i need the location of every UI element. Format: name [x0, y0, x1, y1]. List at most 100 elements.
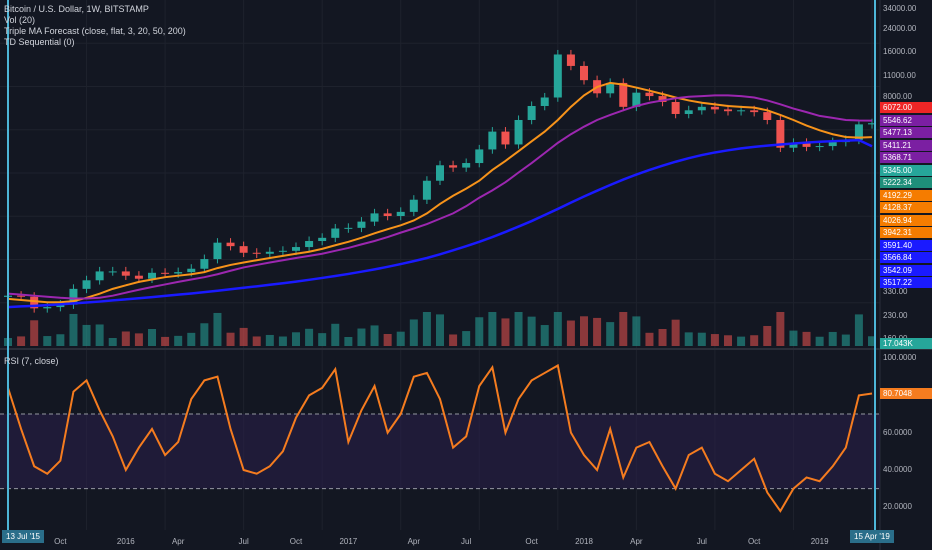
time-tick-label: Apr — [407, 537, 421, 546]
volume-bar — [553, 312, 562, 346]
volume-bar — [265, 334, 274, 346]
volume-bar — [396, 331, 405, 346]
candle-body — [187, 268, 196, 273]
volume-bar — [200, 323, 209, 346]
volume-bar — [488, 312, 497, 346]
volume-bar — [82, 324, 91, 346]
volume-bar — [566, 320, 575, 346]
volume-bar — [606, 322, 615, 346]
candle-body — [501, 131, 510, 145]
candle-body — [82, 280, 91, 289]
price-tick-label: 34000.00 — [883, 4, 917, 13]
ma-200-line — [7, 138, 873, 309]
candle-body — [475, 149, 484, 164]
time-tick-label: 2016 — [116, 537, 135, 546]
candle-body — [108, 271, 117, 273]
candle-body — [566, 54, 575, 66]
crosshair-cursor — [7, 0, 876, 530]
candle-body — [396, 211, 405, 217]
volume-bar — [161, 336, 170, 346]
volume-bar — [710, 334, 719, 346]
volume-bar — [357, 328, 366, 346]
candle-body — [710, 106, 719, 110]
price-value-badge: 5546.62 — [880, 114, 932, 126]
candle-body — [632, 92, 641, 107]
candle-body — [148, 272, 156, 279]
volume-bar — [619, 312, 628, 346]
volume-bar — [252, 336, 261, 346]
volume-bar — [868, 336, 876, 346]
candle-body — [161, 272, 170, 274]
price-tick-label: 24000.00 — [883, 24, 917, 33]
volume-bar — [134, 333, 143, 346]
volume-bar — [540, 325, 549, 346]
triple-ma-legend[interactable]: Triple MA Forecast (close, flat, 3, 20, … — [4, 26, 186, 36]
candle-body — [449, 165, 458, 168]
volume-bar — [305, 328, 314, 346]
volume-bar — [226, 332, 235, 346]
price-value-badge: 4192.29 — [880, 189, 932, 201]
candle-body — [580, 65, 588, 81]
rsi-pane — [0, 363, 880, 513]
price-value-badge: 17.043K — [880, 338, 932, 349]
volume-bar — [462, 331, 471, 346]
volume-bar — [436, 314, 444, 346]
volume-bar — [292, 332, 300, 346]
price-value-badge: 4026.94 — [880, 214, 932, 226]
volume-bar — [318, 333, 327, 346]
volume-bar — [121, 331, 130, 346]
volume-bar — [514, 312, 523, 346]
volume-bar — [108, 338, 117, 346]
candle-body — [357, 221, 366, 228]
volume-bar — [854, 314, 863, 346]
time-tick-label: Jul — [461, 537, 472, 546]
volume-bar — [449, 334, 458, 346]
candle-body — [200, 259, 209, 269]
rsi-legend[interactable]: RSI (7, close) — [4, 356, 59, 366]
candle-body — [815, 146, 824, 148]
price-tick-label: 330.00 — [883, 287, 908, 296]
candle-body — [776, 119, 785, 148]
candle-body — [684, 110, 693, 114]
price-value-badge: 3566.84 — [880, 252, 932, 263]
candle-body — [671, 101, 680, 114]
price-value-badge: 4128.37 — [880, 202, 932, 213]
candle-body — [763, 112, 772, 120]
candle-body — [56, 304, 65, 308]
time-tick-label: Apr — [630, 537, 643, 546]
end-date-badge: 15 Apr '19 — [850, 530, 894, 543]
candle-body — [737, 110, 746, 112]
price-value-badge: 5345.00 — [880, 164, 932, 176]
rsi-tick-label: 60.0000 — [883, 427, 912, 437]
volume-bar — [671, 319, 680, 346]
volume-bar — [684, 332, 693, 346]
volume-bar — [17, 336, 26, 346]
time-tick-label: Apr — [171, 537, 185, 546]
candle-body — [802, 142, 811, 147]
candle-body — [278, 250, 287, 252]
volume-legend[interactable]: Vol (20) — [4, 15, 36, 25]
candle-body — [436, 165, 444, 181]
volume-bar — [593, 317, 602, 346]
price-tick-label: 230.00 — [883, 311, 908, 320]
symbol-title[interactable]: Bitcoin / U.S. Dollar, 1W, BITSTAMP — [4, 4, 149, 14]
candle-body — [606, 82, 615, 94]
volume-bar — [501, 318, 510, 346]
time-tick-label: Jul — [238, 537, 249, 546]
candle-body — [370, 213, 379, 222]
td-sequential-legend[interactable]: TD Sequential (0) — [4, 37, 75, 47]
time-tick-label: 2019 — [810, 537, 829, 546]
candle-body — [252, 252, 261, 254]
candle-body — [553, 54, 562, 98]
volume-bar — [841, 334, 850, 346]
volume-bar — [43, 336, 52, 346]
candle-body — [292, 247, 300, 251]
ma-50-line — [7, 94, 873, 300]
candle-body — [30, 296, 39, 309]
price-tick-label: 11000.00 — [883, 71, 916, 80]
rsi-value-badge: 80.7048 — [880, 388, 932, 400]
candle-body — [121, 271, 130, 276]
volume-bar — [737, 336, 746, 346]
candle-body — [239, 246, 248, 253]
